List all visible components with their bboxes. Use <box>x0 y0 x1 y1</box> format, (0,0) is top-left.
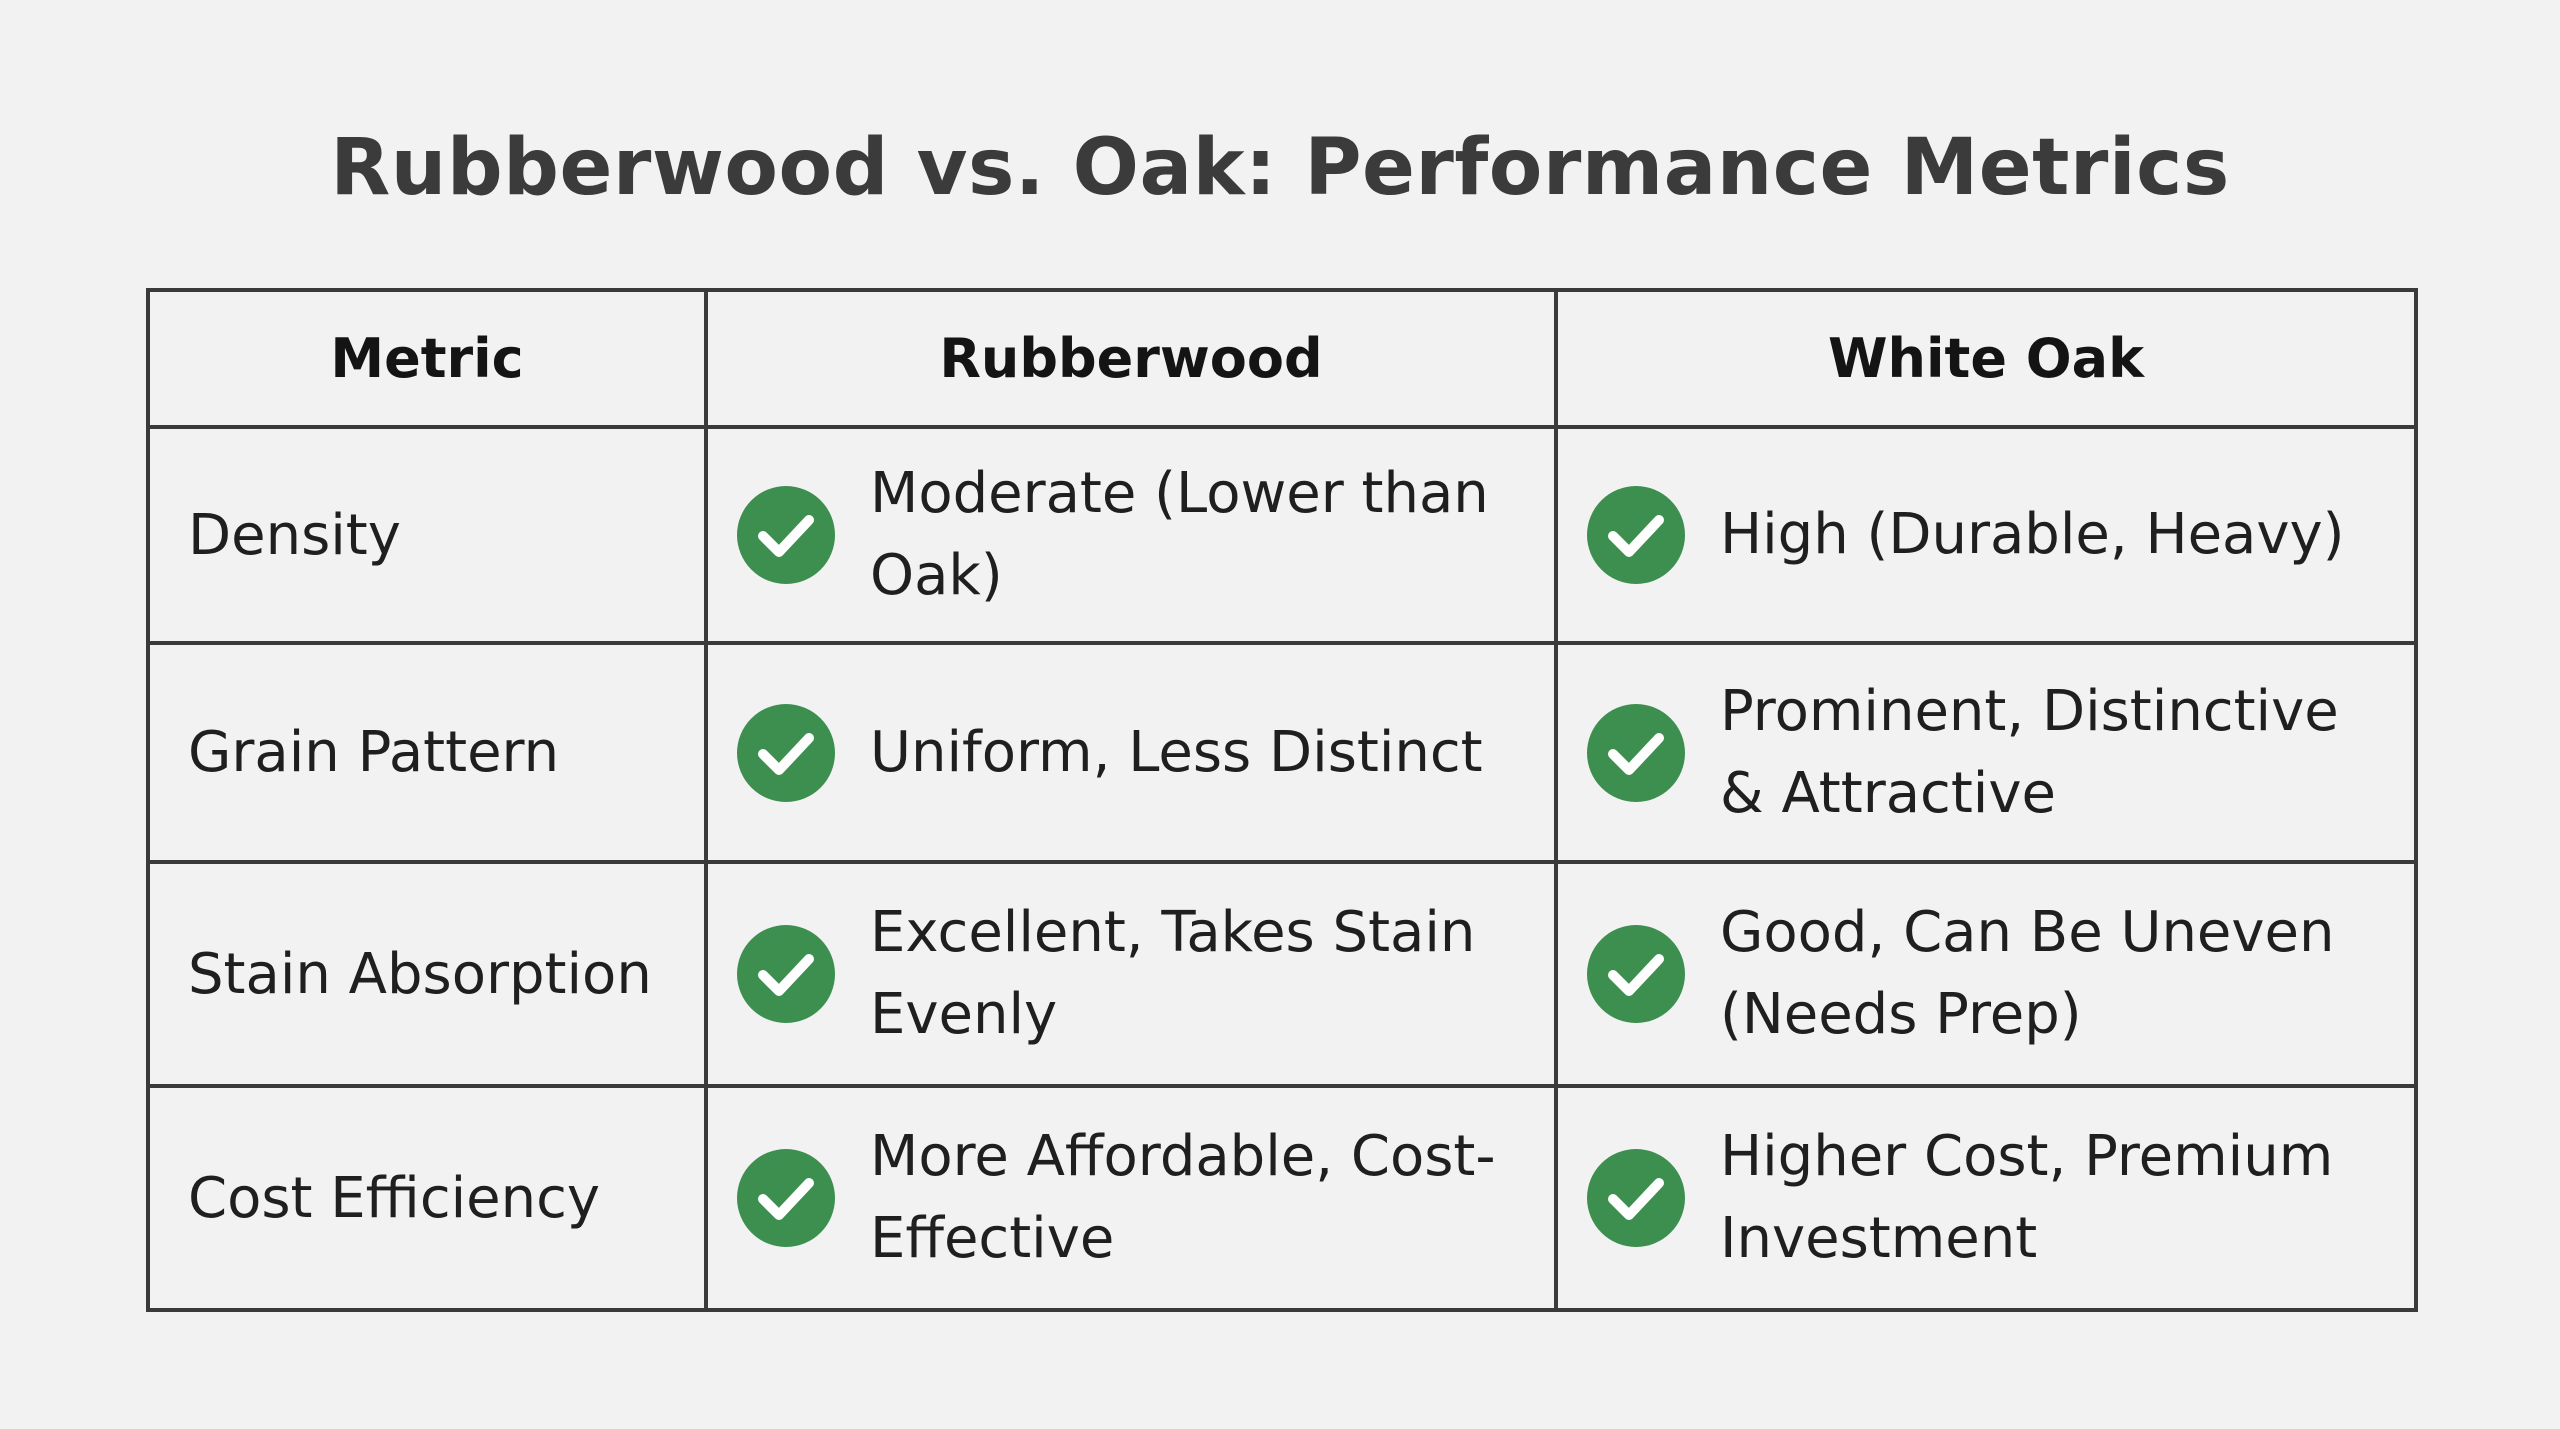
white-oak-cell: Prominent, Distinctive & Attractive <box>1554 641 2418 864</box>
white-oak-cell: Higher Cost, Premium Investment <box>1554 1084 2418 1312</box>
metric-label: Density <box>146 425 708 645</box>
table-row: Cost Efficiency More Affordable, Cost-Ef… <box>146 1084 2418 1312</box>
table-row: Stain Absorption Excellent, Takes Stain … <box>146 860 2418 1088</box>
check-circle-icon <box>736 485 836 585</box>
metric-label: Cost Efficiency <box>146 1084 708 1312</box>
rubberwood-cell: Excellent, Takes Stain Evenly <box>704 860 1558 1088</box>
rubberwood-value: Moderate (Lower than Oak) <box>870 461 1489 608</box>
table-header-row: Metric Rubberwood White Oak <box>146 288 2418 429</box>
metric-label: Grain Pattern <box>146 641 708 864</box>
white-oak-cell: Good, Can Be Uneven (Needs Prep) <box>1554 860 2418 1088</box>
header-rubberwood: Rubberwood <box>704 288 1558 429</box>
rubberwood-cell: More Affordable, Cost-Effective <box>704 1084 1558 1312</box>
check-circle-icon <box>736 924 836 1024</box>
white-oak-cell: High (Durable, Heavy) <box>1554 425 2418 645</box>
check-circle-icon <box>736 703 836 803</box>
check-circle-icon <box>1586 924 1686 1024</box>
table-row: Density Moderate (Lower than Oak) High (… <box>146 425 2418 645</box>
rubberwood-cell: Moderate (Lower than Oak) <box>704 425 1558 645</box>
header-metric: Metric <box>146 288 708 429</box>
white-oak-value: Good, Can Be Uneven (Needs Prep) <box>1720 900 2335 1047</box>
check-circle-icon <box>1586 485 1686 585</box>
check-circle-icon <box>1586 703 1686 803</box>
rubberwood-value: Uniform, Less Distinct <box>870 719 1483 785</box>
check-circle-icon <box>1586 1148 1686 1248</box>
rubberwood-cell: Uniform, Less Distinct <box>704 641 1558 864</box>
table-row: Grain Pattern Uniform, Less Distinct Pro… <box>146 641 2418 864</box>
rubberwood-value: Excellent, Takes Stain Evenly <box>870 900 1476 1047</box>
rubberwood-value: More Affordable, Cost-Effective <box>870 1124 1496 1271</box>
comparison-table: Metric Rubberwood White Oak Density Mode… <box>146 288 2418 1312</box>
white-oak-value: Prominent, Distinctive & Attractive <box>1720 678 2339 826</box>
header-white-oak: White Oak <box>1554 288 2418 429</box>
white-oak-value: High (Durable, Heavy) <box>1720 502 2345 567</box>
metric-label: Stain Absorption <box>146 860 708 1088</box>
page-title: Rubberwood vs. Oak: Performance Metrics <box>330 123 2230 213</box>
check-circle-icon <box>736 1148 836 1248</box>
white-oak-value: Higher Cost, Premium Investment <box>1720 1124 2334 1271</box>
